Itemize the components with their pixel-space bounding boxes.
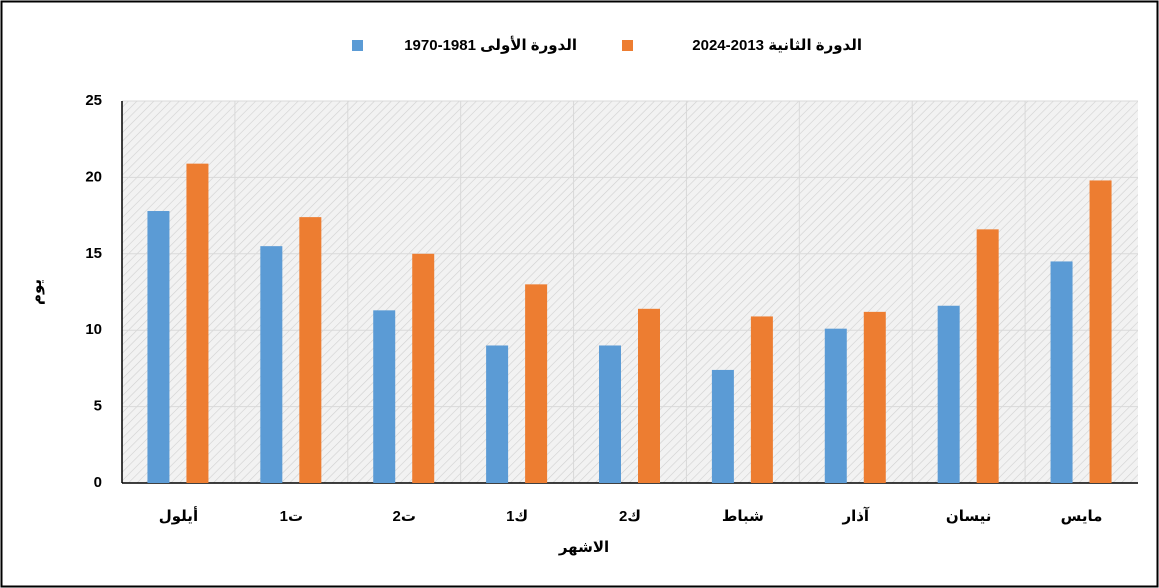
x-tick-label: شباط	[722, 508, 764, 525]
y-axis-label: يوم	[28, 279, 45, 305]
x-tick-label: أيلول	[159, 506, 198, 525]
bar	[186, 163, 209, 483]
x-tick-label: ك1	[506, 508, 528, 525]
bar	[373, 310, 396, 483]
legend-label: الدورة الثانية 2013-2024	[692, 37, 862, 54]
x-tick-label: ت1	[280, 508, 303, 525]
bar	[976, 229, 999, 483]
bar	[937, 305, 960, 483]
y-tick-label: 5	[94, 398, 102, 415]
bar	[638, 308, 660, 483]
bar	[525, 284, 548, 483]
x-tick-label: نيسان	[946, 508, 991, 525]
bar	[412, 253, 435, 483]
y-tick-label: 0	[94, 474, 102, 491]
bar	[824, 328, 847, 483]
x-tick-label: آذار	[841, 507, 869, 525]
x-tick-label: ت2	[393, 508, 416, 525]
bar	[750, 316, 773, 483]
bar	[1050, 261, 1073, 483]
bar	[147, 211, 170, 484]
legend-swatch	[352, 40, 363, 51]
bar	[711, 369, 734, 483]
bar	[486, 345, 509, 483]
bar	[863, 311, 886, 483]
bar	[1089, 180, 1112, 483]
x-tick-label: مايس	[1061, 508, 1103, 525]
bar	[299, 217, 322, 484]
legend-swatch	[622, 40, 633, 51]
x-axis-label: الاشهر	[558, 539, 609, 556]
y-tick-label: 25	[85, 92, 102, 109]
y-tick-label: 10	[85, 321, 102, 338]
x-tick-label: ك2	[619, 508, 641, 525]
y-tick-label: 15	[85, 245, 102, 262]
legend-label: الدورة الأولى 1981-1970	[404, 36, 577, 54]
y-tick-label: 20	[85, 168, 102, 185]
plot-area	[122, 101, 1138, 483]
bar	[599, 345, 621, 483]
bar	[260, 246, 283, 483]
